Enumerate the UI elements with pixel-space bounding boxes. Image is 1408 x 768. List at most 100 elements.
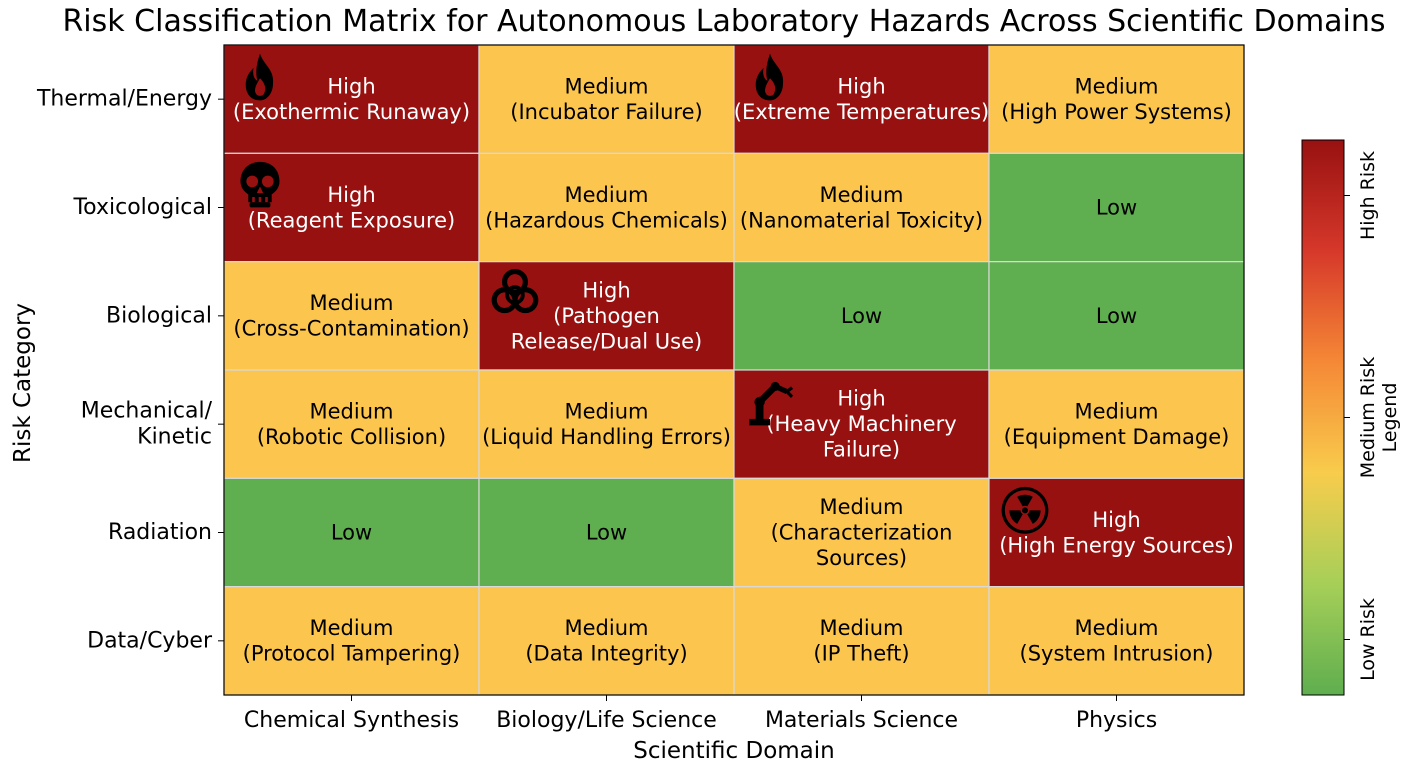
cell-level-label: High	[327, 74, 375, 98]
cell-background	[223, 369, 480, 479]
cell-detail-label: (High Energy Sources)	[999, 533, 1234, 557]
cell-detail-label: (Hazardous Chemicals)	[485, 208, 728, 232]
cell-level-label: Medium	[1075, 74, 1159, 98]
cell-level-label: High	[1092, 508, 1140, 532]
colorbar-label: Legend	[1379, 383, 1401, 453]
cell-level-label: High	[837, 74, 885, 98]
cell-detail-label: (Protocol Tampering)	[243, 642, 461, 666]
cell-level-label: Medium	[565, 399, 649, 423]
radiation-icon	[1001, 486, 1049, 534]
cell-background	[223, 44, 480, 154]
cell-detail-label: (Robotic Collision)	[257, 425, 446, 449]
heatmap-cell: Low	[733, 261, 990, 371]
cell-detail-label: (Liquid Handling Errors)	[482, 425, 731, 449]
heatmap-cell: High(Extreme Temperatures)	[733, 44, 990, 154]
cell-level-label: Low	[331, 521, 372, 545]
cell-detail-label: (High Power Systems)	[1001, 100, 1232, 124]
heatmap-cell: Medium(IP Theft)	[733, 586, 990, 696]
y-tick-label: Thermal/Energy	[36, 87, 212, 112]
heatmap-cells: High(Exothermic Runaway)Medium(Incubator…	[223, 44, 1245, 696]
cell-background	[478, 586, 735, 696]
cell-level-label: Medium	[820, 616, 904, 640]
cell-background	[988, 152, 1245, 263]
cell-background	[478, 261, 735, 371]
cell-background	[223, 477, 480, 588]
cell-level-label: Medium	[820, 183, 904, 207]
cell-detail-label: Failure)	[823, 438, 900, 462]
cell-level-label: Low	[841, 304, 882, 328]
cell-detail-label: (Heavy Machinery	[766, 412, 956, 436]
cell-detail-label: (IP Theft)	[813, 642, 909, 666]
cell-background	[988, 44, 1245, 154]
cell-level-label: Medium	[310, 616, 394, 640]
heatmap-cell: Medium(High Power Systems)	[988, 44, 1245, 154]
x-tick-label: Materials Science	[765, 708, 958, 733]
cell-level-label: Low	[1096, 304, 1137, 328]
y-tick-label: Biological	[106, 303, 212, 328]
colorbar-tick-label: Medium Risk	[1357, 357, 1379, 478]
heatmap-cell: Low	[988, 152, 1245, 263]
heatmap-cell: High(Reagent Exposure)	[223, 152, 480, 263]
cell-level-label: High	[582, 278, 630, 302]
y-tick-label: Data/Cyber	[87, 628, 213, 653]
cell-level-label: Medium	[820, 495, 904, 519]
cell-detail-label: (Data Integrity)	[525, 642, 687, 666]
cell-detail-label: (System Intrusion)	[1020, 642, 1214, 666]
cell-level-label: Medium	[1075, 616, 1159, 640]
cell-detail-label: (Pathogen	[553, 304, 660, 328]
cell-background	[733, 586, 990, 696]
heatmap-cell: Low	[223, 477, 480, 588]
heatmap-cell: Medium(System Intrusion)	[988, 586, 1245, 696]
heatmap-cell: High(Exothermic Runaway)	[223, 44, 480, 154]
x-tick-label: Biology/Life Science	[496, 708, 717, 733]
cell-level-label: Medium	[565, 183, 649, 207]
cell-level-label: Low	[586, 521, 627, 545]
cell-background	[478, 477, 735, 588]
x-tick-label: Physics	[1076, 708, 1157, 733]
cell-detail-label: (Reagent Exposure)	[248, 208, 456, 232]
heatmap-cell: Medium(Cross-Contamination)	[223, 261, 480, 371]
cell-level-label: Medium	[310, 399, 394, 423]
heatmap-cell: Medium(Nanomaterial Toxicity)	[733, 152, 990, 263]
cell-background	[223, 586, 480, 696]
heatmap-cell: Medium(Hazardous Chemicals)	[478, 152, 735, 263]
heatmap-cell: Medium(Protocol Tampering)	[223, 586, 480, 696]
y-axis-ticks: Thermal/Energy Toxicological Biological Mec…	[36, 87, 224, 653]
cell-background	[988, 261, 1245, 371]
cell-detail-label: (Cross-Contamination)	[233, 317, 469, 341]
cell-detail-label: (Exothermic Runaway)	[233, 100, 470, 124]
cell-background	[733, 477, 990, 588]
heatmap-cell: Low	[988, 261, 1245, 371]
heatmap-cell: Medium(Equipment Damage)	[988, 369, 1245, 479]
x-tick-label: Chemical Synthesis	[244, 708, 459, 733]
cell-level-label: Medium	[565, 616, 649, 640]
x-axis-ticks: Chemical Synthesis Biology/Life Science Ma…	[244, 695, 1157, 733]
cell-level-label: Medium	[565, 74, 649, 98]
heatmap-cell: Low	[478, 477, 735, 588]
heatmap-cell: Medium(Robotic Collision)	[223, 369, 480, 479]
cell-detail-label: (Characterization	[771, 521, 953, 545]
cell-background	[733, 152, 990, 263]
cell-detail-label: (Extreme Temperatures)	[734, 100, 989, 124]
y-tick-label: Radiation	[108, 520, 212, 545]
cell-background	[988, 586, 1245, 696]
cell-detail-label: (Incubator Failure)	[510, 100, 702, 124]
colorbar-tick-label: Low Risk	[1357, 598, 1379, 681]
colorbar-tick-label: High Risk	[1357, 151, 1379, 240]
cell-detail-label: Release/Dual Use)	[511, 329, 702, 353]
cell-detail-label: (Nanomaterial Toxicity)	[740, 208, 983, 232]
cell-level-label: Low	[1096, 196, 1137, 220]
y-axis-label: Risk Category	[10, 303, 36, 463]
cell-detail-label: (Equipment Damage)	[1004, 425, 1230, 449]
cell-level-label: High	[327, 183, 375, 207]
y-tick-label: Kinetic	[137, 425, 212, 450]
heatmap-cell: Medium(Data Integrity)	[478, 586, 735, 696]
cell-level-label: High	[837, 387, 885, 411]
cell-level-label: Medium	[310, 291, 394, 315]
y-tick-label: Toxicological	[72, 195, 212, 220]
x-axis-label: Scientific Domain	[633, 738, 834, 764]
